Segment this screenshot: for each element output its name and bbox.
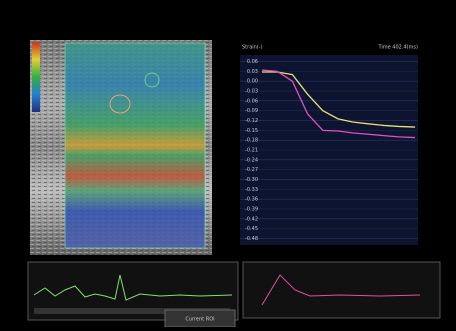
y-tick-label: -0.27 (245, 167, 258, 173)
roi (144, 72, 160, 88)
series-line (262, 71, 416, 128)
y-tick-label: 0.00 (247, 79, 258, 85)
y-tick-label: -0.06 (245, 98, 258, 104)
y-tick-label: -0.48 (245, 236, 258, 242)
strain-panel (242, 261, 441, 319)
y-tick-label: -0.33 (245, 187, 258, 193)
y-tick-label: -0.39 (245, 206, 258, 212)
y-tick-label: -0.30 (245, 177, 258, 183)
y-tick-label: -0.03 (245, 89, 258, 95)
y-tick-label: -0.21 (245, 148, 258, 154)
y-tick-label: -0.18 (245, 138, 258, 144)
y-tick-label: -0.45 (245, 226, 258, 232)
y-tick-label: 0.06 (247, 59, 258, 65)
roi (109, 94, 131, 114)
y-tick-label: -0.24 (245, 157, 258, 163)
strain-curve (261, 274, 421, 306)
y-tick-label: -0.15 (245, 128, 258, 134)
chart-subtitle: Time 402.4(ms) (377, 45, 418, 51)
y-tick-label: -0.36 (245, 197, 258, 203)
y-tick-label: -0.09 (245, 108, 258, 114)
waveform-scale (34, 308, 230, 314)
series-line (261, 69, 416, 139)
chart-title: Strain(-) (242, 45, 263, 51)
color-bar (32, 42, 40, 112)
y-tick-label: 0.03 (247, 69, 258, 75)
button-label: Current ROI (185, 317, 214, 323)
elastography-overlay (64, 42, 206, 249)
y-tick-label: -0.12 (245, 118, 258, 124)
waveform (33, 274, 233, 301)
y-tick-label: -0.42 (245, 216, 258, 222)
